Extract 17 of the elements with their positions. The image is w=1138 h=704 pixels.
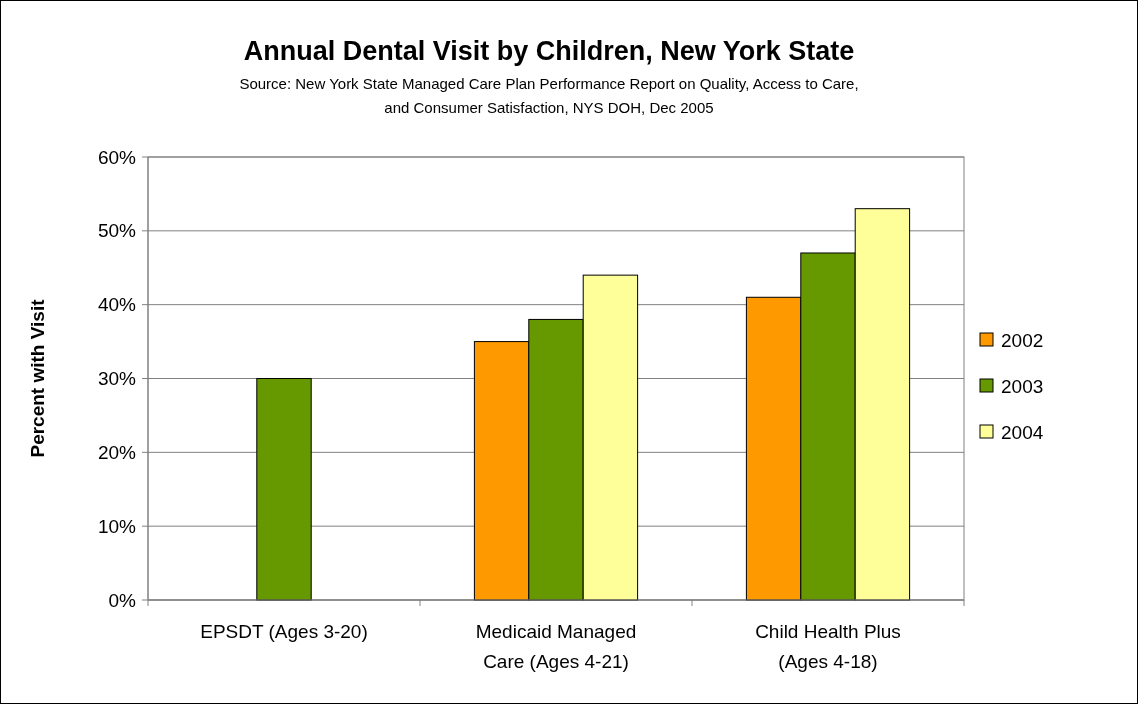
x-tick-label: Child Health Plus (Ages 4-18): [755, 621, 901, 672]
y-axis-title: Percent with Visit: [27, 298, 48, 458]
legend-label: 2003: [1001, 375, 1044, 397]
legend-label: 2002: [1001, 329, 1044, 351]
y-tick-label: 40%: [97, 294, 137, 316]
chart-subtitle: Source: New York State Managed Care Plan Performance Report on Quality, Access to Care, and Consumer Satisfaction, NYS DOH, Dec 2005: [239, 75, 859, 116]
chart-title: Annual Dental Visit by Children, New York State: [243, 36, 855, 66]
y-tick-label: 60%: [97, 146, 137, 168]
legend-label: 2004: [1001, 421, 1044, 443]
y-tick-label: 0%: [108, 589, 137, 611]
x-tick-label: Medicaid Managed Care (Ages 4-21): [475, 621, 637, 672]
y-tick-label: 50%: [97, 220, 137, 242]
y-tick-label: 10%: [97, 515, 137, 537]
y-tick-label: 20%: [97, 441, 137, 463]
x-tick-label: EPSDT (Ages 3-20): [200, 621, 368, 642]
y-tick-label: 30%: [97, 368, 137, 390]
bar: [256, 378, 312, 601]
